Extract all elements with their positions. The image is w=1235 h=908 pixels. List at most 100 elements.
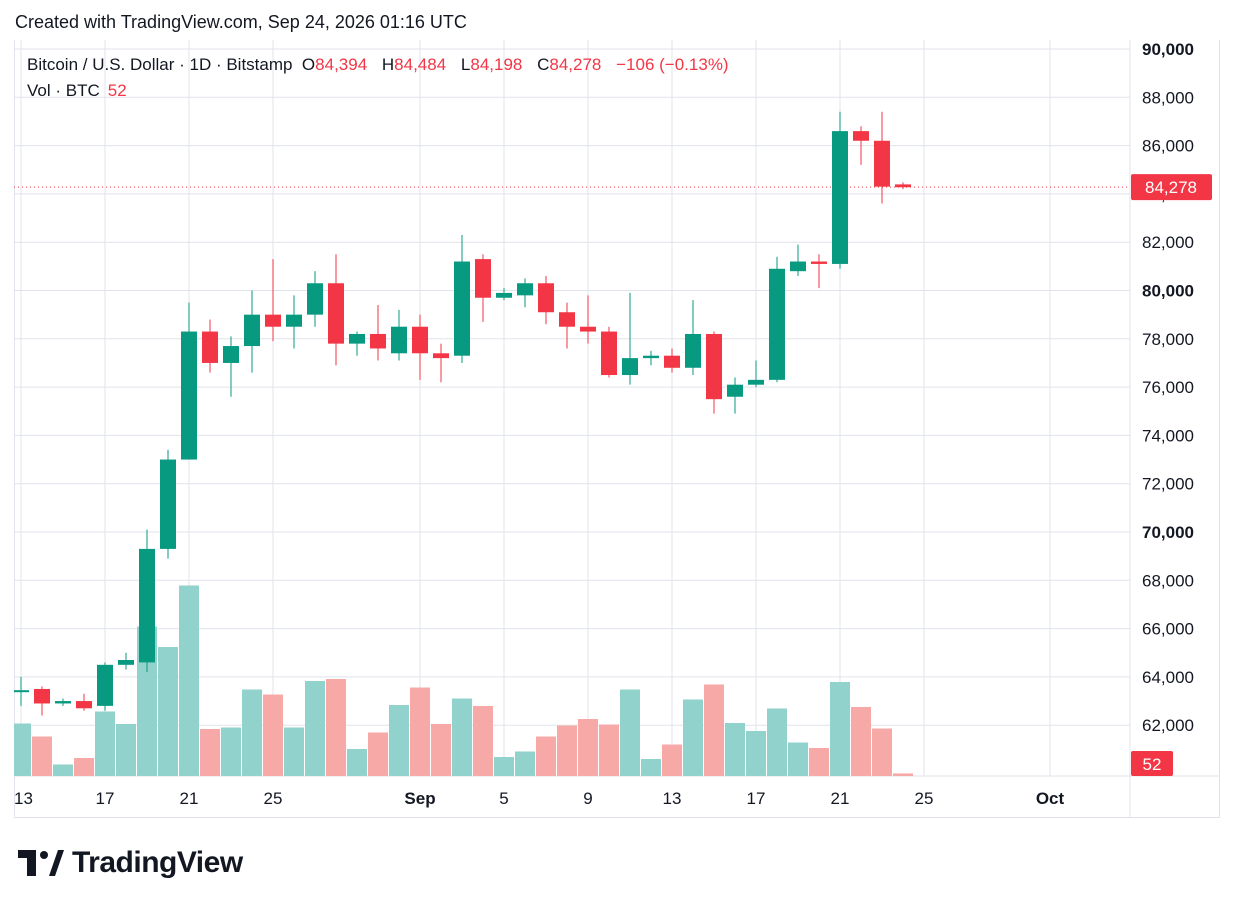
y-tick-label: 72,000 (1142, 475, 1194, 494)
y-tick-label: 70,000 (1142, 523, 1194, 542)
candle-body (55, 701, 71, 704)
y-tick-label: 62,000 (1142, 716, 1194, 735)
volume-bar (473, 706, 493, 776)
tradingview-logo-icon (18, 850, 64, 876)
volume-bar (536, 736, 556, 776)
last-price-tag (1131, 174, 1212, 201)
symbol-label[interactable]: Bitcoin / U.S. Dollar · 1D · Bitstamp (27, 55, 293, 74)
y-tick-label: 66,000 (1142, 620, 1194, 639)
candle-body (139, 548, 155, 663)
volume-bar (200, 729, 220, 776)
candle-body (811, 261, 827, 264)
y-tick-label: 90,000 (1142, 40, 1194, 59)
y-tick-label: 76,000 (1142, 378, 1194, 397)
candle-body (181, 331, 197, 460)
candle-body (496, 292, 512, 298)
volume-bar (263, 694, 283, 776)
volume-bar (704, 684, 724, 776)
close-value: 84,278 (549, 55, 602, 74)
candle-body (664, 355, 680, 368)
x-tick-label: 25 (264, 789, 283, 808)
candle-body (580, 326, 596, 332)
x-tick-label: 13 (663, 789, 682, 808)
candle-body (223, 346, 239, 363)
last-price-tag-label: 84,278 (1145, 178, 1197, 197)
candle-body (559, 312, 575, 327)
volume-bar (14, 723, 31, 776)
candle-body (727, 384, 743, 397)
volume-bar (74, 758, 94, 776)
volume-bar (242, 689, 262, 776)
candle-body (790, 261, 806, 272)
candle-body (601, 331, 617, 376)
y-tick-label: 64,000 (1142, 668, 1194, 687)
candle-body (202, 331, 218, 363)
y-tick-label: 82,000 (1142, 233, 1194, 252)
volume-tag (1131, 751, 1173, 776)
x-tick-label: 21 (831, 789, 850, 808)
volume-bar (641, 759, 661, 776)
x-tick-label: 21 (180, 789, 199, 808)
candle-body (685, 333, 701, 368)
candle-body (244, 314, 260, 347)
candle-body (349, 333, 365, 344)
volume-bar (179, 585, 199, 776)
volume-bar (872, 728, 892, 776)
volume-bar (578, 719, 598, 776)
tradingview-logo-text: TradingView (72, 846, 243, 879)
volume-legend: Vol · BTC 52 (27, 81, 127, 101)
volume-bar (305, 681, 325, 776)
candle-body (769, 268, 785, 380)
candle-body (391, 326, 407, 354)
candle-body (622, 358, 638, 376)
volume-bar (410, 687, 430, 776)
candle-body (370, 333, 386, 349)
candle-body (34, 688, 50, 704)
candle-body (853, 131, 869, 141)
candle-body (895, 184, 911, 188)
candle-body (307, 283, 323, 315)
candle-body (832, 131, 848, 264)
candle-body (328, 283, 344, 344)
high-label: H (381, 55, 395, 74)
candle-body (76, 701, 92, 709)
volume-bar (830, 682, 850, 776)
volume-bar (851, 707, 871, 776)
volume-bar (494, 757, 514, 776)
open-value: 84,394 (315, 55, 368, 74)
volume-bar (284, 727, 304, 776)
volume-bar (599, 724, 619, 776)
x-tick-label: 17 (747, 789, 766, 808)
candle-body (412, 326, 428, 354)
candle-body (433, 353, 449, 359)
volume-bar (158, 647, 178, 776)
candle-body (475, 259, 491, 298)
tradingview-logo[interactable]: TradingView (18, 846, 243, 880)
volume-bar (452, 698, 472, 776)
volume-bar (683, 699, 703, 776)
y-tick-label: 88,000 (1142, 88, 1194, 107)
volume-bar (620, 689, 640, 776)
volume-bar (767, 708, 787, 776)
ohlc-legend: Bitcoin / U.S. Dollar · 1D · Bitstamp O8… (27, 55, 739, 75)
candle-body (454, 261, 470, 356)
candle-body (97, 664, 113, 706)
y-tick-label: 78,000 (1142, 330, 1194, 349)
low-label: L (460, 55, 471, 74)
volume-bar (137, 626, 157, 776)
volume-bar (389, 705, 409, 776)
volume-bar (32, 736, 52, 776)
volume-bar (221, 727, 241, 776)
volume-bar (326, 679, 346, 776)
chart-panel (14, 40, 1220, 818)
volume-bar (809, 748, 829, 776)
x-tick-label: 17 (96, 789, 115, 808)
change-value: −106 (−0.13%) (616, 55, 729, 74)
candle-body (265, 314, 281, 327)
volume-bar (788, 742, 808, 776)
high-value: 84,484 (394, 55, 447, 74)
volume-label[interactable]: Vol · BTC (27, 81, 100, 100)
created-caption: Created with TradingView.com, Sep 24, 20… (15, 12, 467, 32)
volume-bar (368, 732, 388, 776)
